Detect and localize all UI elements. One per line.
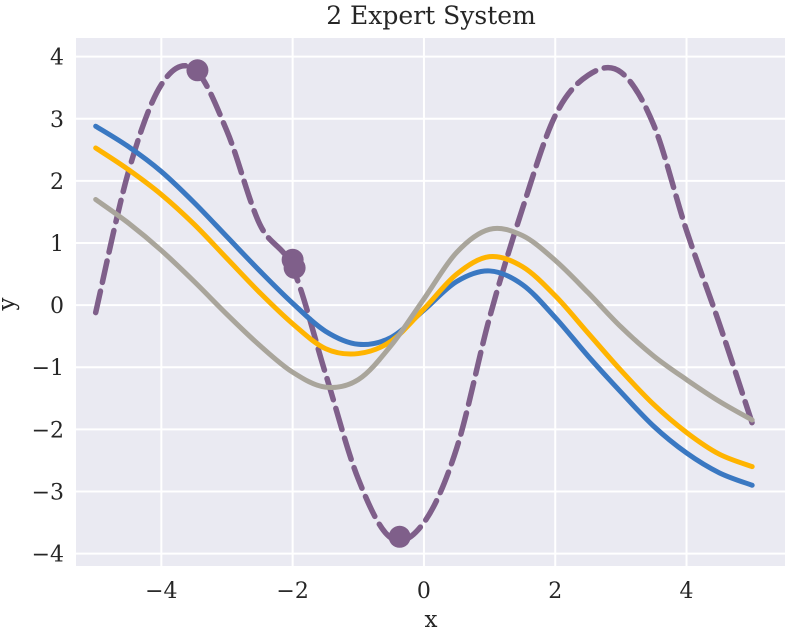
x-tick-label: −2 xyxy=(276,579,308,604)
data-point-marker xyxy=(283,256,306,279)
x-tick-label: 0 xyxy=(417,579,431,604)
y-tick-label: 4 xyxy=(50,46,64,71)
chart-title: 2 Expert System xyxy=(326,1,536,30)
y-tick-labels: 4 3 2 1 0 −1 −2 −3 −4 xyxy=(32,46,64,568)
y-axis-label: y xyxy=(0,298,20,312)
x-tick-label: 4 xyxy=(680,579,694,604)
series-line xyxy=(93,145,755,470)
y-tick-label: 3 xyxy=(50,108,64,133)
y-tick-label: 0 xyxy=(50,294,64,319)
x-axis-label: x xyxy=(425,607,438,633)
y-tick-label: 2 xyxy=(50,170,64,195)
y-tick-label: 1 xyxy=(50,232,64,257)
data-point-marker xyxy=(186,59,209,82)
y-tick-label: −3 xyxy=(32,480,64,505)
y-tick-label: −4 xyxy=(32,543,64,568)
x-tick-label: −4 xyxy=(145,579,177,604)
x-tick-label: 2 xyxy=(548,579,562,604)
y-tick-label: −1 xyxy=(32,356,64,381)
x-tick-labels: −4 −2 0 2 4 xyxy=(145,579,693,604)
marker-layer xyxy=(186,59,411,548)
data-point-marker xyxy=(388,525,411,548)
series-line xyxy=(93,197,755,423)
y-tick-label: −2 xyxy=(32,418,64,443)
